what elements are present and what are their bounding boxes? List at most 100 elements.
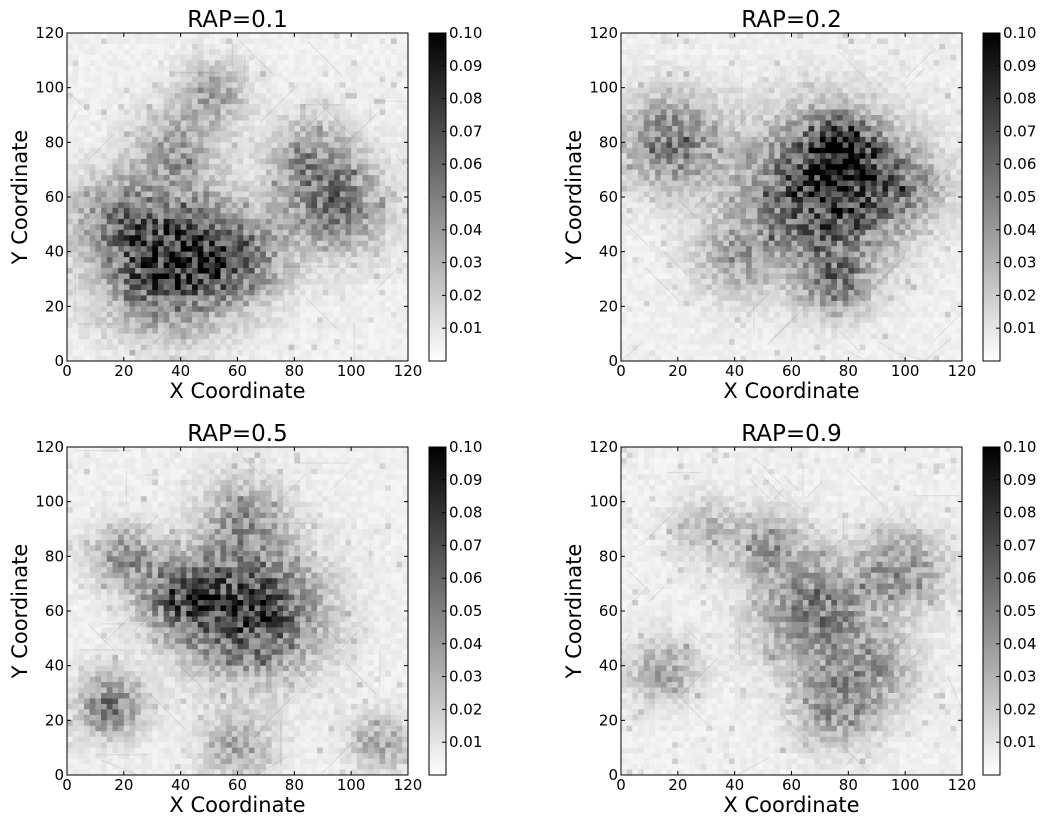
colorbar-tick-label: 0.10 [449, 438, 482, 456]
colorbar-tick-label: 0.07 [449, 122, 482, 140]
colorbar-tick-label: 0.03 [1003, 254, 1036, 272]
colorbar-tick-label: 0.05 [1003, 188, 1036, 206]
x-tick-label: 60 [228, 776, 247, 794]
chart-title: RAP=0.5 [187, 421, 288, 447]
x-tick-label: 40 [725, 362, 744, 380]
colorbar-tick-label: 0.05 [449, 188, 482, 206]
colorbar-tick-label: 0.02 [449, 286, 482, 304]
colorbar-tick-label: 0.09 [449, 57, 482, 75]
y-tick-label: 100 [35, 493, 64, 511]
colorbar-tick-label: 0.08 [1003, 504, 1036, 522]
y-axis-label: Y Coordinate [562, 130, 586, 266]
x-tick-label: 120 [394, 362, 423, 380]
y-tick-label: 0 [608, 766, 618, 784]
y-tick-label: 60 [45, 602, 64, 620]
y-tick-label: 20 [599, 711, 618, 729]
y-tick-label: 60 [599, 602, 618, 620]
colorbar-tick-label: 0.03 [449, 254, 482, 272]
x-tick-label: 80 [839, 362, 858, 380]
chart-title: RAP=0.1 [187, 7, 288, 33]
x-axis-label: X Coordinate [169, 379, 305, 403]
x-tick-label: 80 [285, 776, 304, 794]
y-tick-label: 120 [589, 24, 618, 42]
y-tick-label: 0 [54, 766, 64, 784]
y-axis-label: Y Coordinate [8, 130, 32, 266]
x-tick-label: 20 [114, 776, 133, 794]
y-tick-label: 80 [599, 133, 618, 151]
x-tick-label: 80 [285, 362, 304, 380]
x-tick-label: 0 [62, 362, 72, 380]
y-tick-label: 60 [45, 188, 64, 206]
heatmap-field [67, 447, 409, 776]
x-tick-label: 40 [725, 776, 744, 794]
colorbar-tick-label: 0.08 [449, 90, 482, 108]
y-tick-label: 120 [589, 438, 618, 456]
colorbar-tick-label: 0.09 [449, 471, 482, 489]
y-tick-label: 100 [589, 493, 618, 511]
x-tick-label: 0 [616, 776, 626, 794]
colorbar-tick-label: 0.10 [1003, 24, 1036, 42]
y-tick-label: 80 [45, 133, 64, 151]
colorbar-tick-label: 0.06 [1003, 155, 1036, 173]
y-tick-label: 40 [45, 243, 64, 261]
colorbar-tick-label: 0.01 [449, 733, 482, 751]
chart-title: RAP=0.9 [741, 421, 842, 447]
y-tick-label: 40 [45, 657, 64, 675]
colorbar-tick-label: 0.02 [1003, 700, 1036, 718]
colorbar-tick-label: 0.10 [1003, 438, 1036, 456]
x-axis-label: X Coordinate [723, 793, 859, 817]
y-tick-label: 40 [599, 657, 618, 675]
colorbar-tick-label: 0.07 [449, 536, 482, 554]
x-tick-label: 0 [616, 362, 626, 380]
x-tick-label: 120 [948, 362, 977, 380]
heatmap-field [621, 33, 963, 362]
y-tick-label: 120 [35, 24, 64, 42]
y-tick-label: 20 [599, 297, 618, 315]
x-tick-label: 120 [394, 776, 423, 794]
heatmap-streaks [66, 39, 409, 361]
colorbar-tick-label: 0.03 [449, 668, 482, 686]
x-tick-label: 100 [891, 362, 920, 380]
colorbar-tick-label: 0.01 [1003, 733, 1036, 751]
colorbar-tick-label: 0.09 [1003, 57, 1036, 75]
heatmap-streaks [77, 450, 408, 776]
heatmap-field [67, 33, 409, 362]
x-tick-label: 40 [171, 776, 190, 794]
x-tick-label: 120 [948, 776, 977, 794]
panel-4: 0 20 40 60 80 100 120 0 20 40 60 80 100 120 RAP=0.9 X C… [562, 421, 1036, 817]
colorbar-tick-label: 0.01 [449, 319, 482, 337]
colorbar-tick-label: 0.07 [1003, 122, 1036, 140]
x-tick-label: 60 [228, 362, 247, 380]
colorbar-tick-label: 0.04 [449, 635, 482, 653]
y-tick-label: 80 [599, 547, 618, 565]
colorbar-tick-label: 0.01 [1003, 319, 1036, 337]
y-axis-label: Y Coordinate [562, 544, 586, 680]
y-tick-label: 120 [35, 438, 64, 456]
colorbar-tick-label: 0.04 [449, 221, 482, 239]
colorbar-tick-label: 0.06 [449, 569, 482, 587]
heatmap-field [621, 447, 963, 776]
x-tick-label: 100 [337, 362, 366, 380]
y-tick-label: 20 [45, 297, 64, 315]
x-tick-label: 20 [668, 776, 687, 794]
heatmap-streaks [620, 457, 963, 776]
y-tick-label: 0 [54, 352, 64, 370]
colorbar-tick-label: 0.04 [1003, 221, 1036, 239]
x-tick-label: 60 [782, 362, 801, 380]
y-tick-label: 40 [599, 243, 618, 261]
colorbar-tick-label: 0.03 [1003, 668, 1036, 686]
y-tick-label: 100 [589, 79, 618, 97]
y-tick-label: 20 [45, 711, 64, 729]
colorbar-tick-label: 0.02 [449, 700, 482, 718]
panel-1: 0 20 40 60 80 100 120 0 20 40 60 80 100 120 RAP=0.1 X C… [8, 7, 482, 403]
x-tick-label: 100 [337, 776, 366, 794]
panel-3: 0 20 40 60 80 100 120 0 20 40 60 80 100 120 RAP=0.5 X C… [8, 421, 482, 817]
colorbar-tick-label: 0.04 [1003, 635, 1036, 653]
colorbar-tick-label: 0.08 [449, 504, 482, 522]
x-tick-label: 0 [62, 776, 72, 794]
x-tick-label: 100 [891, 776, 920, 794]
heatmap-streaks [620, 47, 960, 362]
y-tick-label: 60 [599, 188, 618, 206]
colorbar-tick-label: 0.06 [449, 155, 482, 173]
